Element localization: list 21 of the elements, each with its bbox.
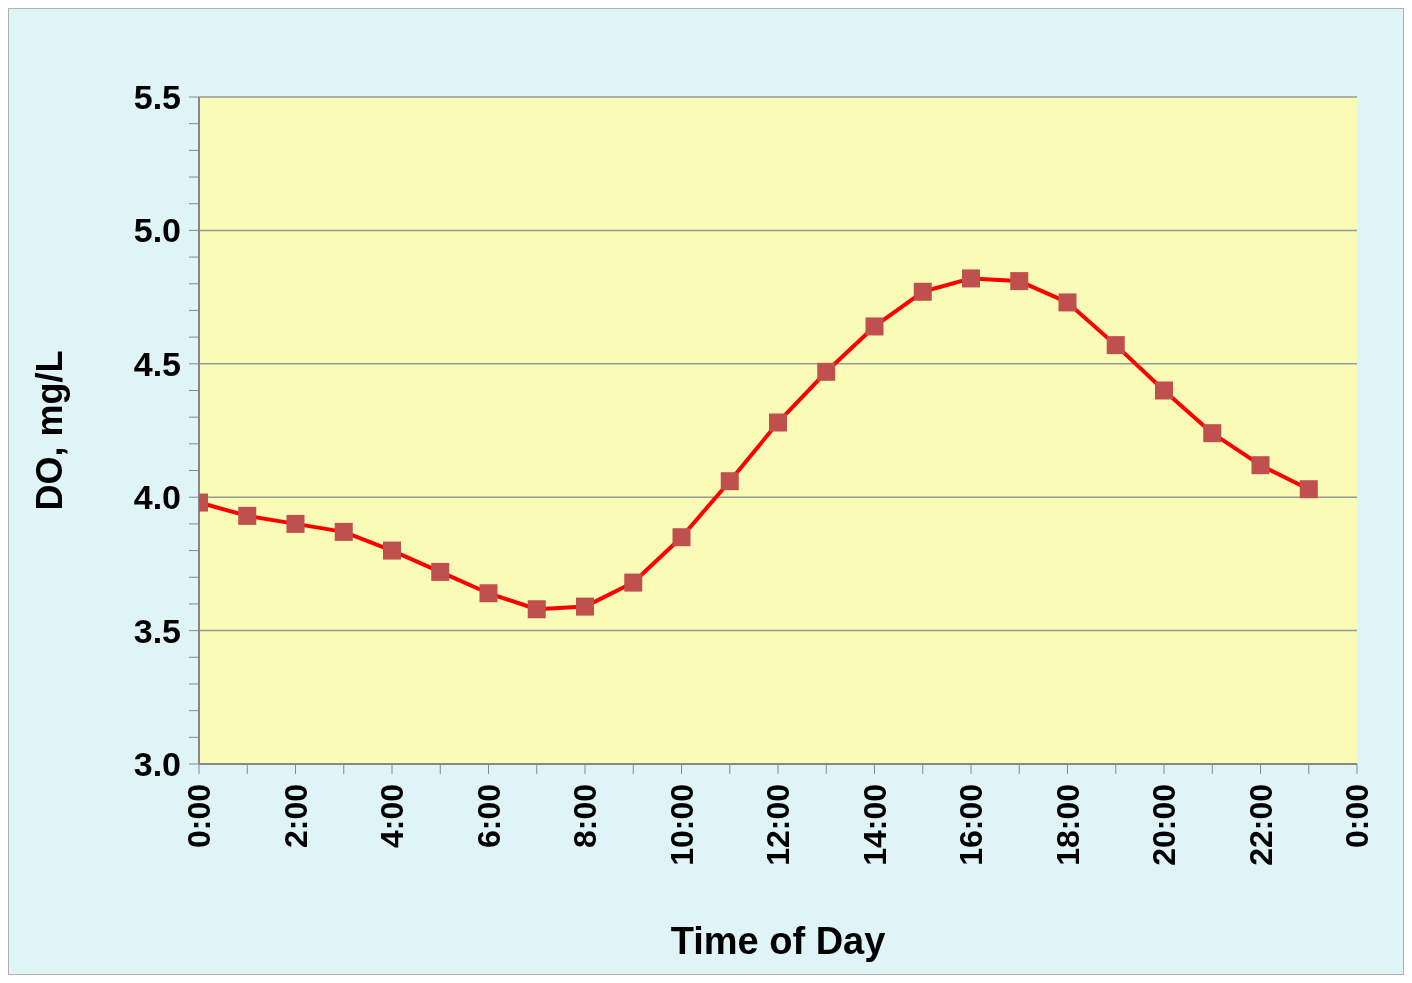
x-tick-label: 20:00 [1146, 784, 1182, 866]
x-tick-label: 0:00 [1339, 784, 1375, 849]
x-tick-label: 0:00 [181, 784, 217, 849]
y-axis-title: DO, mg/L [28, 350, 70, 511]
y-tick-label: 5.0 [133, 211, 181, 250]
x-tick-label: 18:00 [1049, 784, 1086, 866]
y-tick-label: 4.5 [133, 344, 181, 383]
x-tick-label: 14:00 [856, 784, 893, 866]
y-tick-label: 3.0 [133, 745, 181, 783]
y-tick-label: 5.5 [133, 78, 181, 116]
x-tick-label: 6:00 [470, 784, 507, 849]
x-tick-label: 4:00 [374, 784, 410, 849]
y-tick-label: 4.0 [133, 478, 181, 517]
x-tick-label: 10:00 [663, 784, 700, 866]
x-tick-label: 16:00 [953, 784, 989, 866]
y-tick-label: 3.5 [133, 611, 181, 650]
x-tick-label: 2:00 [277, 784, 314, 849]
x-tick-label: 22:00 [1242, 784, 1279, 866]
x-tick-label: 8:00 [567, 784, 603, 849]
x-axis-title: Time of Day [670, 920, 886, 962]
x-tick-label: 12:00 [760, 784, 796, 866]
